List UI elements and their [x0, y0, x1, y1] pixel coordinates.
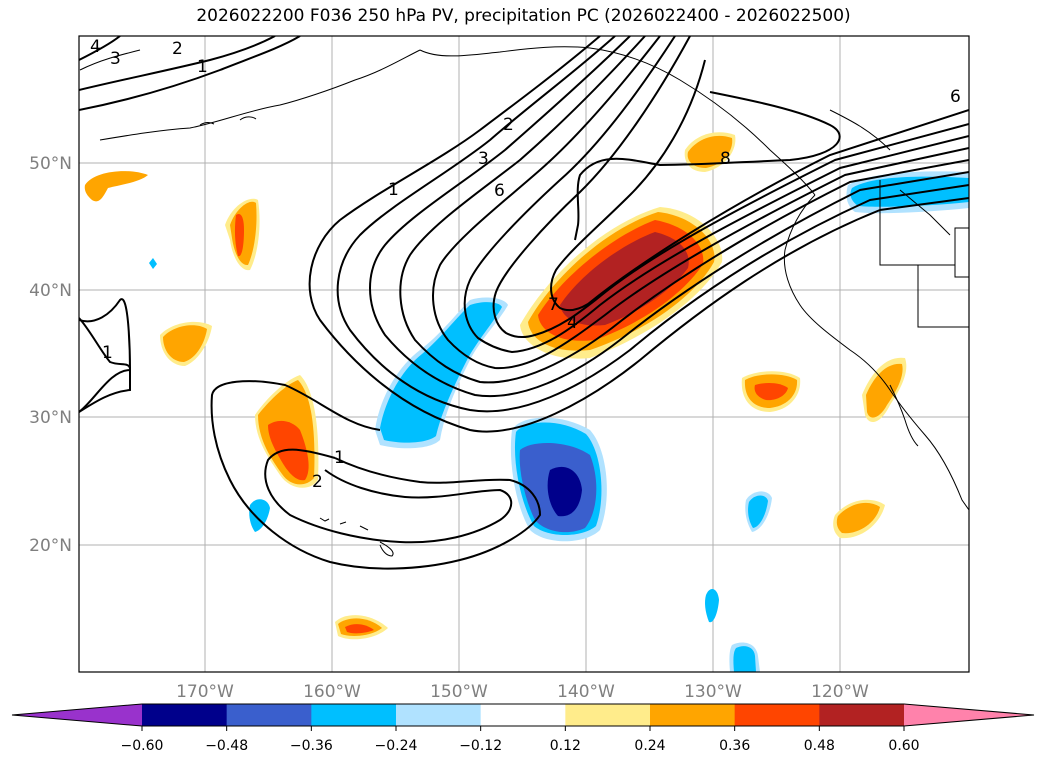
colorbar-tick-label: 0.36 — [719, 738, 750, 754]
colorbar-segment — [311, 704, 397, 726]
pv-contours — [79, 36, 969, 570]
colorbar-segment — [650, 704, 736, 726]
colorbar-tick-label: −0.48 — [205, 738, 248, 754]
contour-label: 7 — [548, 295, 559, 315]
colorbar-tick-label: 0.12 — [550, 738, 581, 754]
colorbar-tick-label: 0.48 — [804, 738, 835, 754]
contour-label: 3 — [478, 149, 489, 169]
lon-label: 150°W — [430, 682, 488, 702]
contour-label: 2 — [172, 39, 183, 59]
lon-label: 140°W — [557, 682, 615, 702]
contour-label: 3 — [110, 49, 121, 69]
colorbar-tick-label: −0.36 — [290, 738, 333, 754]
map-title: 2026022200 F036 250 hPa PV, precipitatio… — [196, 6, 851, 26]
lon-label: 120°W — [811, 682, 869, 702]
map-frame — [78, 35, 970, 673]
lat-label: 50°N — [29, 154, 72, 174]
colorbar-tick-label: −0.12 — [459, 738, 502, 754]
contour-label: 1 — [334, 448, 345, 468]
colorbar-segment — [142, 704, 228, 726]
colorbar-tick-label: 0.24 — [634, 738, 665, 754]
lon-label: 170°W — [176, 682, 234, 702]
lon-label: 160°W — [303, 682, 361, 702]
latitude-labels: 50°N 40°N 30°N 20°N — [29, 154, 72, 556]
colorbar-segment — [565, 704, 651, 726]
colorbar — [11, 703, 1035, 727]
contour-label: 2 — [312, 472, 323, 492]
colorbar-segment — [480, 704, 566, 726]
colorbar-tick-label: −0.60 — [121, 738, 164, 754]
contour-label: 8 — [720, 149, 731, 169]
colorbar-extension-high — [904, 704, 1034, 726]
lat-label: 40°N — [29, 281, 72, 301]
colorbar-segment — [734, 704, 820, 726]
lat-label: 20°N — [29, 536, 72, 556]
contour-label: 1 — [102, 343, 113, 363]
colorbar-segment — [819, 704, 905, 726]
map-background — [79, 36, 969, 672]
contour-label: 1 — [197, 57, 208, 77]
contour-label: 4 — [90, 37, 101, 57]
coastlines — [79, 46, 969, 557]
colorbar-segment — [226, 704, 312, 726]
lat-label: 30°N — [29, 408, 72, 428]
colorbar-tick-label: −0.24 — [375, 738, 418, 754]
contour-label: 1 — [388, 180, 399, 200]
lon-label: 130°W — [684, 682, 742, 702]
colorbar-tick-label: 0.60 — [888, 738, 919, 754]
longitude-labels: 170°W 160°W 150°W 140°W 130°W 120°W — [176, 682, 869, 702]
contour-label: 6 — [494, 181, 505, 201]
colorbar-ticks: −0.60 −0.48 −0.36 −0.24 −0.12 0.12 0.24 0.36 0.4… — [121, 726, 920, 754]
contour-label: 2 — [503, 115, 514, 135]
colorbar-segment — [396, 704, 482, 726]
contour-label-group: 4 3 2 1 1 2 3 6 6 8 7 4 1 2 1 — [90, 37, 961, 492]
contour-label: 4 — [567, 313, 578, 333]
contour-label: 6 — [950, 87, 961, 107]
colorbar-extension-low — [12, 704, 142, 726]
